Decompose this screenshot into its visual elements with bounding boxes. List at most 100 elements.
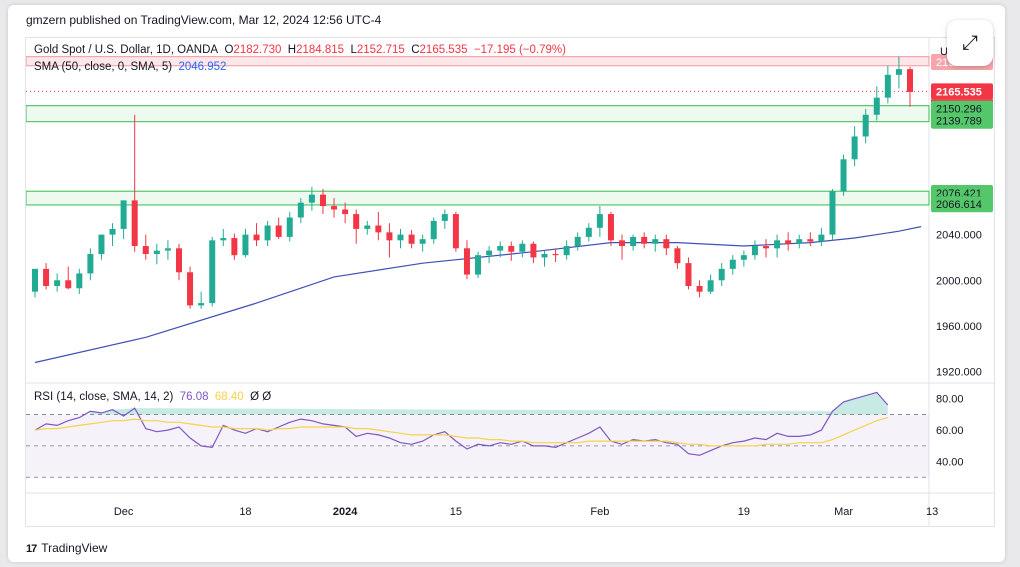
candle-body (242, 234, 249, 256)
last-price-label-bg (931, 83, 993, 100)
price-tick-label: 2040.000 (936, 230, 982, 242)
candle-body (353, 214, 360, 229)
candle-body (763, 246, 770, 249)
candle-body (87, 254, 94, 274)
rsi-sma-line (34, 417, 888, 447)
candle-body (452, 214, 459, 249)
scale-button[interactable]: U (940, 46, 948, 58)
candle-body (198, 303, 205, 306)
candle-body (109, 228, 116, 235)
time-tick-label: Dec (114, 506, 134, 518)
candle-body (153, 250, 160, 255)
candle-body (286, 217, 293, 237)
candle-body (574, 236, 581, 247)
expand-icon: ⤢ (962, 32, 978, 54)
candle-body (231, 238, 238, 256)
candle-body (253, 234, 260, 241)
candle-body (630, 236, 637, 247)
candle-body (729, 259, 736, 269)
candle-body (596, 214, 603, 228)
candle-body (674, 248, 681, 264)
candle-body (519, 243, 526, 252)
sma-legend[interactable]: SMA (50, close, 0, SMA, 5) 2046.952 (34, 61, 226, 73)
candle-body (851, 136, 858, 160)
low-value: 2152.715 (356, 44, 405, 56)
candle-body (740, 255, 747, 260)
chart-container[interactable]: 2040.0002000.0001960.0001920.0002191.279… (25, 37, 995, 527)
candle-body (463, 248, 470, 275)
candle-body (884, 74, 891, 98)
candle-body (54, 280, 61, 286)
open-label: O (224, 44, 234, 56)
candle-body (319, 194, 326, 207)
support-zone (26, 105, 930, 123)
candle-body (430, 220, 437, 240)
tradingview-logo[interactable]: 17 TradingView (26, 541, 107, 555)
candle-body (364, 225, 371, 229)
rsi-value: 76.08 (179, 391, 209, 403)
candle-body (907, 69, 913, 92)
candle-body (619, 240, 626, 247)
publish-info: gmzern published on TradingView.com, Mar… (26, 13, 382, 27)
candle-body (696, 285, 703, 292)
candle-body (541, 254, 548, 258)
candle-body (508, 246, 515, 252)
time-tick-label: 18 (239, 506, 251, 518)
candle-body (552, 254, 559, 256)
rsi-tick-label: 80.00 (936, 394, 964, 406)
candle-body (264, 225, 271, 241)
time-tick-label: 15 (450, 506, 462, 518)
time-tick-label: 19 (738, 506, 750, 518)
rsi-sma-value: 68.40 (214, 391, 244, 403)
candle-body (164, 248, 171, 251)
candle-body (209, 240, 216, 304)
candle-body (718, 268, 725, 281)
price-tick-label: 2000.000 (936, 275, 982, 287)
candle-body (275, 225, 282, 237)
candle-body (142, 246, 149, 255)
candle-body (43, 268, 50, 286)
sma-value: 2046.952 (178, 61, 227, 73)
candle-body (895, 69, 902, 75)
candle-body (419, 239, 426, 244)
price-tick-label: 1920.000 (936, 367, 982, 379)
resistance-zone (26, 55, 930, 67)
candles-group (32, 56, 913, 309)
candle-body (829, 191, 836, 235)
last-price-label: 2165.535 (936, 86, 982, 98)
change-value: −17.195 (−0.79%) (473, 44, 566, 56)
candle-body (652, 239, 659, 244)
support-price-label: 2139.789 (936, 116, 982, 128)
candle-body (386, 232, 393, 241)
brand-name: TradingView (41, 541, 108, 555)
price-chart[interactable]: 2040.0002000.0001960.0001920.0002191.279… (26, 38, 994, 526)
time-tick-label: 13 (926, 506, 938, 518)
candle-body (120, 200, 127, 229)
candle-body (607, 214, 614, 241)
candle-body (98, 234, 105, 255)
support-zone (26, 190, 930, 206)
candle-body (375, 225, 382, 233)
candle-body (175, 248, 182, 273)
rsi-overbought-fill (90, 392, 888, 415)
candle-body (818, 234, 825, 242)
candle-body (308, 194, 315, 203)
rsi-tick-label: 60.00 (936, 425, 964, 437)
close-value: 2165.535 (419, 44, 468, 56)
support-price-label-bg (931, 196, 993, 213)
candle-body (663, 239, 670, 249)
candle-body (873, 97, 880, 115)
rsi-legend[interactable]: RSI (14, close, SMA, 14, 2) 76.08 68.40 … (34, 391, 271, 403)
candle-body (131, 200, 138, 247)
expand-button[interactable]: ⤢ (947, 20, 993, 66)
support-price-label-bg (931, 112, 993, 129)
candle-body (441, 214, 448, 221)
candle-body (862, 114, 869, 137)
candle-body (76, 273, 83, 289)
support-price-label: 2066.614 (936, 199, 982, 211)
candle-body (397, 234, 404, 241)
time-tick-label: Feb (590, 506, 609, 518)
tradingview-logo-icon: 17 (26, 543, 37, 555)
candle-body (707, 280, 714, 292)
rsi-extra: Ø Ø (250, 391, 272, 403)
